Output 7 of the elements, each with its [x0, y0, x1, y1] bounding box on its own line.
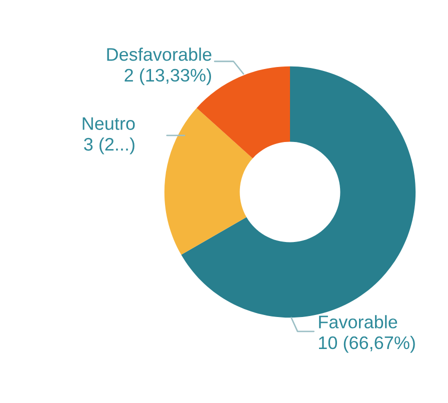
data-label: 10 (66,67%) — [319, 336, 415, 353]
slice-label: Desfavorable — [107, 48, 212, 61]
slice-label: Neutro — [82, 117, 135, 130]
data-label: 3 (2...) — [84, 137, 134, 154]
donut-slice — [164, 108, 253, 255]
slice-label: Favorable — [319, 315, 398, 328]
data-label: 2 (13,33%) — [124, 68, 212, 86]
